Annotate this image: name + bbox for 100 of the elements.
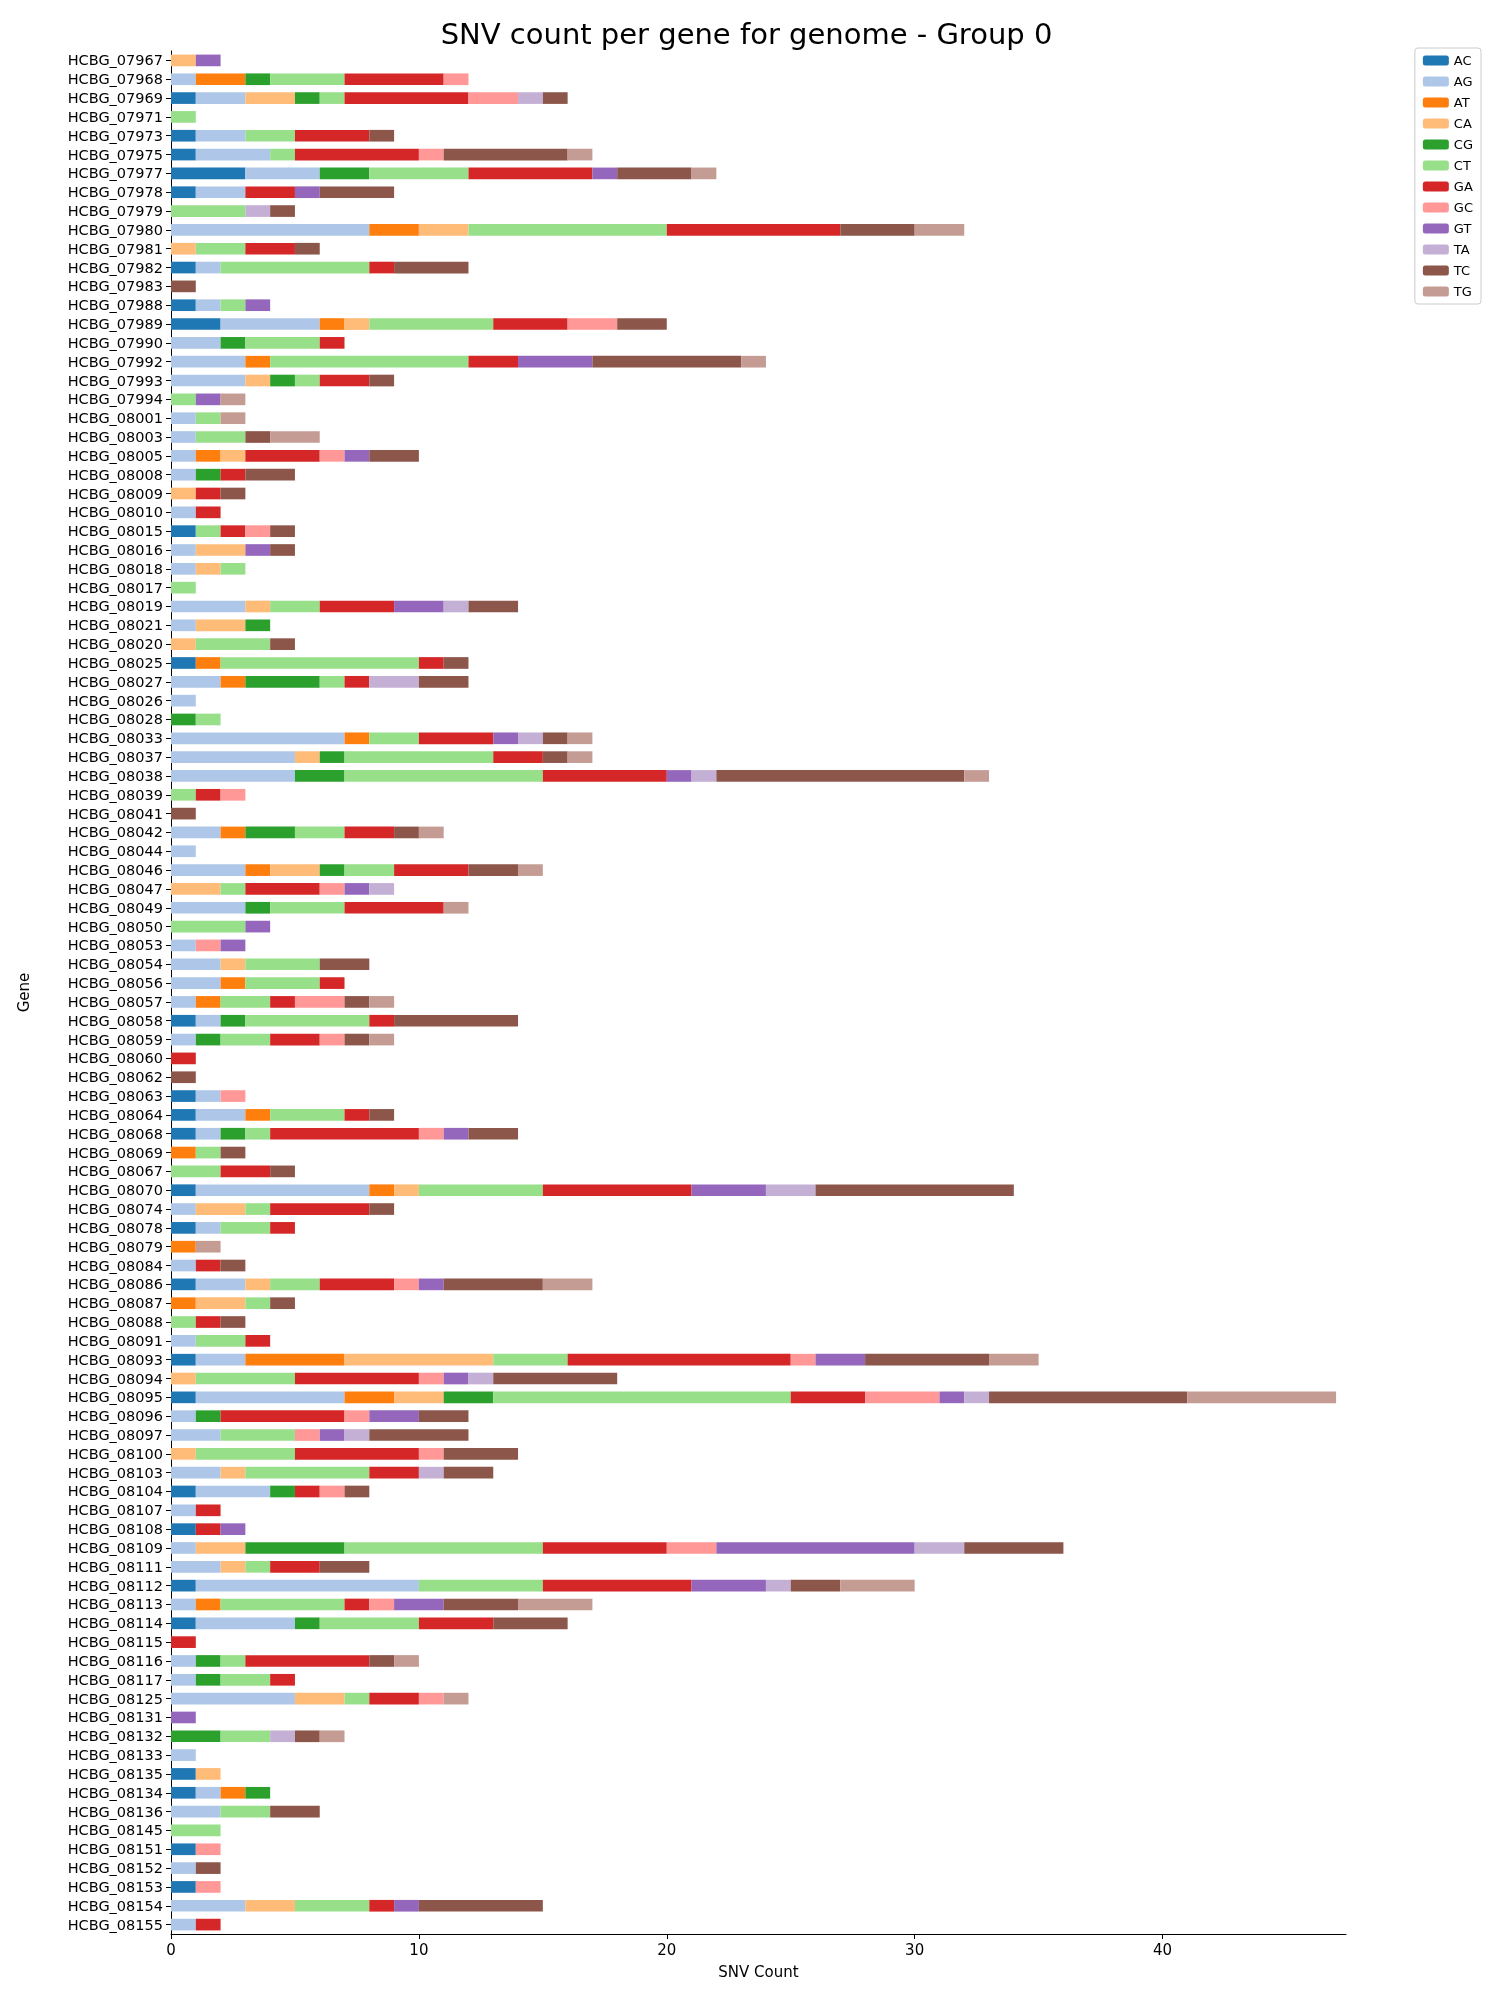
bar <box>195 1014 221 1027</box>
legend-label: AC <box>1453 53 1472 68</box>
bar <box>171 1222 196 1234</box>
bar <box>468 600 519 613</box>
bar <box>171 1448 196 1460</box>
bar <box>245 1297 271 1310</box>
bar <box>418 732 494 745</box>
bar <box>171 1711 196 1724</box>
y-tick-label: HCBG_08109 <box>67 1539 163 1556</box>
bar <box>270 544 295 556</box>
bar <box>195 1448 295 1460</box>
y-tick-label: HCBG_08001 <box>67 410 163 427</box>
bar <box>443 73 469 86</box>
bar <box>171 1071 196 1084</box>
y-tick-label: HCBG_08111 <box>67 1558 163 1575</box>
bar <box>294 186 320 199</box>
bar <box>394 864 469 876</box>
bar <box>171 299 196 312</box>
bar <box>171 807 196 820</box>
y-tick-label: HCBG_08154 <box>67 1897 163 1914</box>
bar <box>171 374 246 387</box>
bar <box>468 224 667 236</box>
bar <box>493 1617 568 1630</box>
bar <box>245 355 271 368</box>
bar <box>270 148 295 161</box>
bar <box>171 657 196 669</box>
y-tick-label: HCBG_08009 <box>67 485 163 502</box>
bar <box>245 450 320 462</box>
y-tick-label: HCBG_08033 <box>67 730 163 747</box>
bar <box>195 525 221 537</box>
bar <box>443 1692 469 1705</box>
bar <box>344 883 370 895</box>
bar <box>468 355 519 368</box>
bar <box>171 525 196 537</box>
bar <box>195 1090 221 1102</box>
y-tick-label: HCBG_08017 <box>67 579 163 596</box>
bar <box>716 770 965 782</box>
bar <box>220 1127 246 1140</box>
bar <box>220 1410 345 1423</box>
bar <box>418 1617 494 1630</box>
bar <box>245 600 271 613</box>
bar <box>369 883 395 895</box>
bar <box>344 1033 370 1046</box>
bar <box>245 337 320 349</box>
y-tick-label: HCBG_08018 <box>67 560 163 577</box>
bar <box>369 1655 395 1667</box>
bar <box>344 996 370 1008</box>
bar <box>220 1165 271 1178</box>
bar <box>171 1240 196 1253</box>
bar <box>195 148 271 161</box>
bar <box>294 770 345 782</box>
bar <box>195 788 221 801</box>
bar <box>171 1824 221 1837</box>
bar <box>220 1805 271 1818</box>
bar <box>344 1429 370 1441</box>
bar <box>171 1127 196 1140</box>
bar <box>790 1353 816 1366</box>
bar <box>171 242 196 255</box>
bar <box>443 1372 469 1385</box>
bar <box>220 1786 246 1799</box>
y-tick-label: HCBG_07978 <box>67 184 163 201</box>
x-tick-label: 40 <box>1153 1940 1173 1959</box>
bar <box>294 751 320 763</box>
bar <box>171 1014 196 1027</box>
bar <box>195 1109 246 1121</box>
bar <box>171 318 221 330</box>
bar <box>666 770 692 782</box>
bar <box>518 732 543 745</box>
y-tick-label: HCBG_08027 <box>67 673 163 690</box>
bar <box>195 1240 221 1253</box>
bar <box>270 1560 320 1573</box>
bar <box>518 92 543 104</box>
y-tick-label: HCBG_07990 <box>67 334 163 351</box>
bar <box>171 713 196 726</box>
bar <box>418 1899 543 1912</box>
y-tick-label: HCBG_07983 <box>67 278 163 295</box>
bar <box>443 1278 543 1291</box>
bar <box>220 1014 246 1027</box>
bar <box>790 1391 866 1404</box>
bar <box>344 92 469 104</box>
bar <box>815 1353 866 1366</box>
bar <box>245 73 271 86</box>
bar <box>270 1805 320 1818</box>
bar <box>171 1542 196 1554</box>
bar <box>245 1466 370 1479</box>
bar <box>294 996 345 1008</box>
y-tick-label: HCBG_08074 <box>67 1201 163 1218</box>
bar <box>245 468 295 481</box>
bar <box>270 1673 295 1686</box>
bar <box>171 751 295 763</box>
bar <box>220 393 246 406</box>
y-tick-label: HCBG_08016 <box>67 541 163 558</box>
bar <box>171 788 196 801</box>
bar <box>171 1749 196 1761</box>
bar <box>245 242 295 255</box>
bar <box>195 939 221 952</box>
bar <box>294 148 419 161</box>
bar <box>691 770 717 782</box>
bar <box>220 939 246 952</box>
bar <box>171 770 295 782</box>
